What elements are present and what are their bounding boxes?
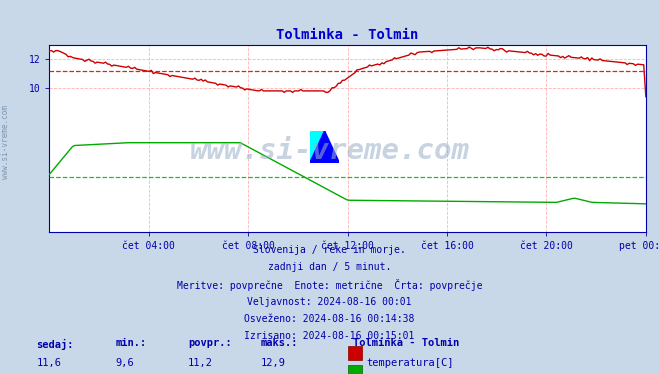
Text: Osveženo: 2024-08-16 00:14:38: Osveženo: 2024-08-16 00:14:38 [244,314,415,324]
Text: 9,6: 9,6 [115,358,134,368]
Text: maks.:: maks.: [260,338,298,349]
Text: min.:: min.: [115,338,146,349]
Title: Tolminka - Tolmin: Tolminka - Tolmin [276,28,419,42]
Text: Veljavnost: 2024-08-16 00:01: Veljavnost: 2024-08-16 00:01 [247,297,412,307]
Text: Izrisano: 2024-08-16 00:15:01: Izrisano: 2024-08-16 00:15:01 [244,331,415,341]
Text: Tolminka - Tolmin: Tolminka - Tolmin [353,338,459,349]
Polygon shape [310,131,339,163]
Text: www.si-vreme.com: www.si-vreme.com [190,138,469,165]
Text: zadnji dan / 5 minut.: zadnji dan / 5 minut. [268,262,391,272]
Polygon shape [310,131,325,163]
Text: temperatura[C]: temperatura[C] [366,358,454,368]
Text: 12,9: 12,9 [260,358,285,368]
Text: Meritve: povprečne  Enote: metrične  Črta: povprečje: Meritve: povprečne Enote: metrične Črta:… [177,279,482,291]
Text: 11,2: 11,2 [188,358,213,368]
Text: www.si-vreme.com: www.si-vreme.com [1,105,10,179]
Text: sedaj:: sedaj: [36,338,74,349]
Text: Slovenija / reke in morje.: Slovenija / reke in morje. [253,245,406,255]
Text: povpr.:: povpr.: [188,338,231,349]
Text: 11,6: 11,6 [36,358,61,368]
